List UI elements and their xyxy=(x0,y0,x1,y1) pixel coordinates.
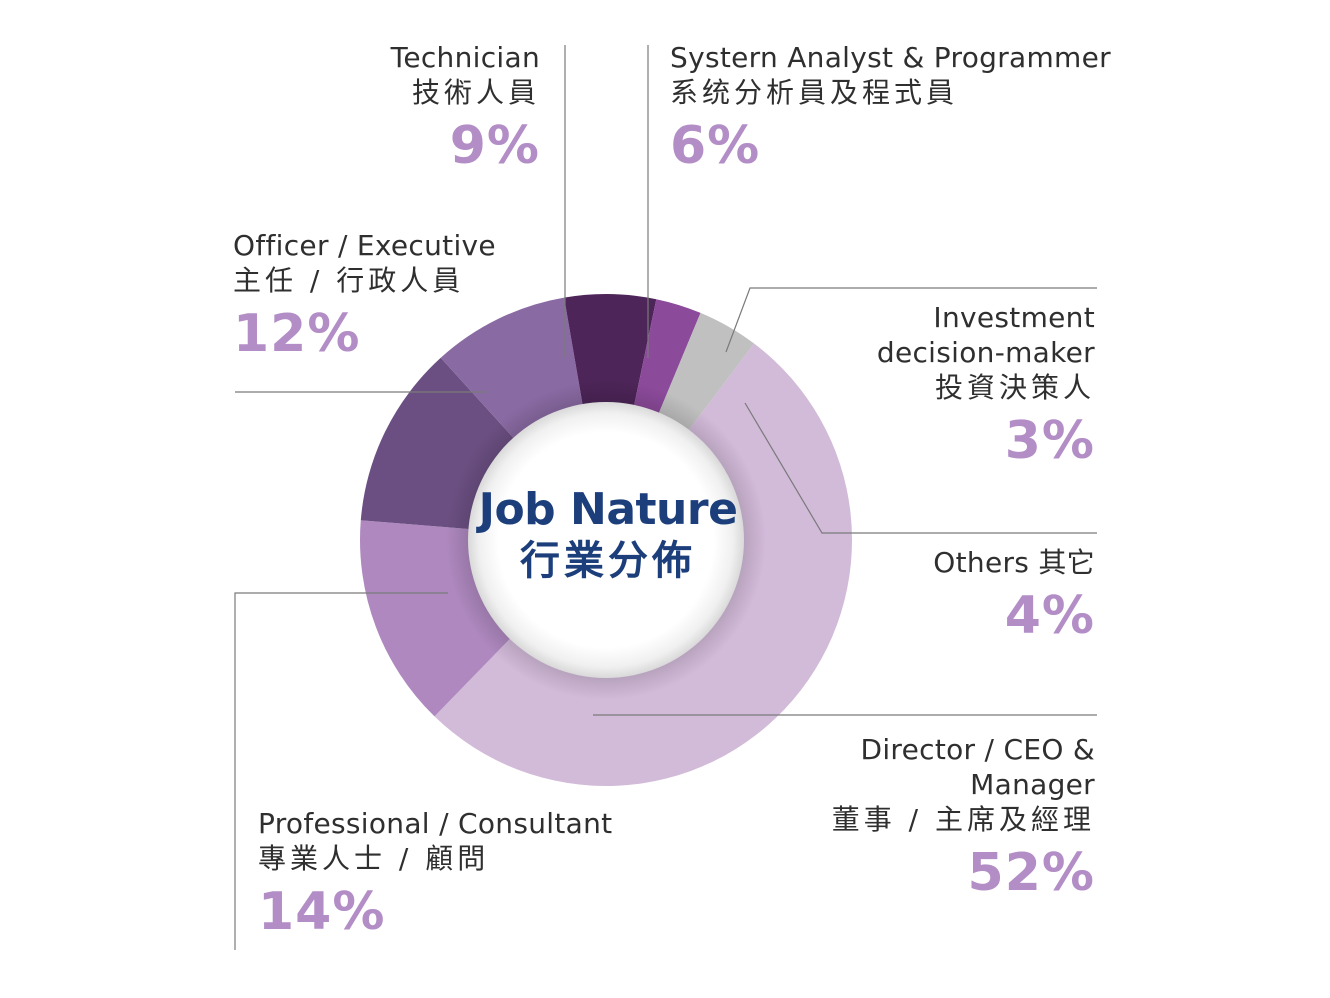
label-investment-pct: 3% xyxy=(1004,411,1095,471)
label-others-pct: 4% xyxy=(1004,586,1095,646)
chart-title: Job Nature xyxy=(478,484,738,535)
label-technician-pct: 9% xyxy=(449,116,540,176)
label-investment-zh: 投資決策人 xyxy=(934,371,1095,404)
chart-center-title: Job Nature 行業分佈 xyxy=(458,484,758,585)
label-sysanalyst-pct: 6% xyxy=(670,116,761,176)
chart-title-zh: 行業分佈 xyxy=(520,537,696,584)
label-director-zh: 董事 / 主席及經理 xyxy=(831,803,1095,836)
label-director: Director / CEO & Manager 董事 / 主席及經理 52% xyxy=(832,732,1095,906)
label-sysanalyst-en: Systern Analyst & Programmer xyxy=(670,41,1111,74)
label-director-en-2: Manager xyxy=(970,768,1095,801)
label-technician-en: Technician xyxy=(390,41,540,74)
leader-investment xyxy=(725,287,1097,353)
label-professional-zh: 專業人士 / 顧問 xyxy=(258,842,490,875)
label-director-pct: 52% xyxy=(967,843,1095,903)
label-others-text: Others 其它 xyxy=(933,546,1095,579)
label-officer: Officer / Executive 主任 / 行政人員 12% xyxy=(233,228,496,367)
label-director-en-1: Director / CEO & xyxy=(860,733,1095,766)
label-others: Others 其它 4% xyxy=(933,545,1095,649)
label-investment: Investment decision-maker 投資決策人 3% xyxy=(877,300,1095,474)
label-technician: Technician 技術人員 9% xyxy=(391,40,540,179)
inner-circle xyxy=(468,402,744,678)
label-officer-en: Officer / Executive xyxy=(233,229,496,262)
label-technician-zh: 技術人員 xyxy=(411,76,540,109)
label-officer-pct: 12% xyxy=(233,304,361,364)
label-investment-en-2: decision-maker xyxy=(876,336,1095,369)
label-professional-en: Professional / Consultant xyxy=(258,807,613,840)
label-professional-pct: 14% xyxy=(258,882,386,942)
label-investment-en-1: Investment xyxy=(933,301,1095,334)
label-officer-zh: 主任 / 行政人員 xyxy=(233,264,465,297)
leader-others xyxy=(744,402,1097,534)
leader-professional xyxy=(234,592,448,950)
leader-lines xyxy=(234,45,1097,950)
label-sysanalyst-zh: 系统分析員及程式員 xyxy=(670,76,959,109)
label-sysanalyst: Systern Analyst & Programmer 系统分析員及程式員 6… xyxy=(670,40,1111,179)
label-professional: Professional / Consultant 專業人士 / 顧問 14% xyxy=(258,806,612,945)
